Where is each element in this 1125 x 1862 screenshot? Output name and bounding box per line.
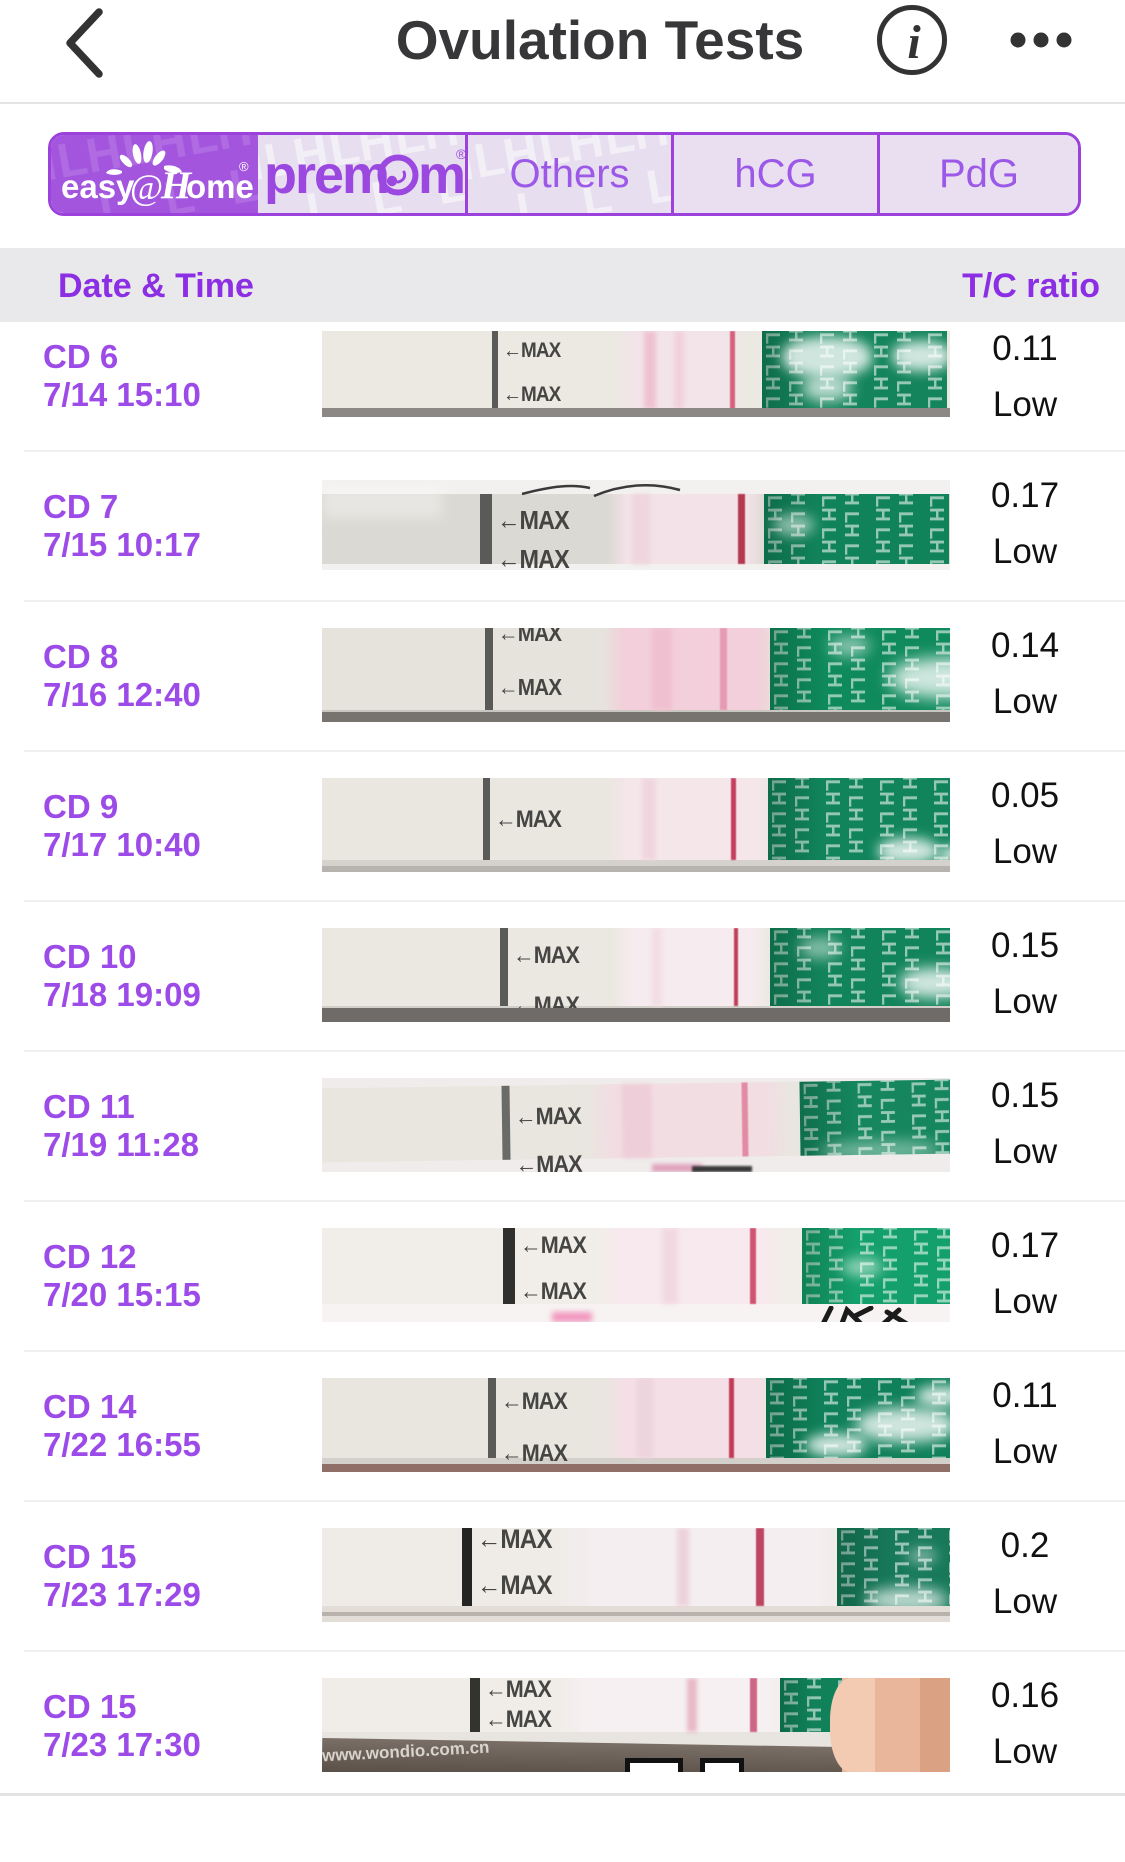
svg-text:®: ® [456, 146, 465, 162]
svg-text:i: i [907, 16, 921, 69]
svg-text:ome: ome [186, 168, 254, 205]
svg-text:H: H [160, 164, 193, 207]
svg-text:®: ® [239, 159, 249, 174]
svg-text:m: m [418, 145, 465, 205]
svg-text:easy: easy [61, 168, 135, 205]
svg-text:@: @ [130, 167, 163, 207]
svg-text:prem: prem [264, 145, 388, 205]
